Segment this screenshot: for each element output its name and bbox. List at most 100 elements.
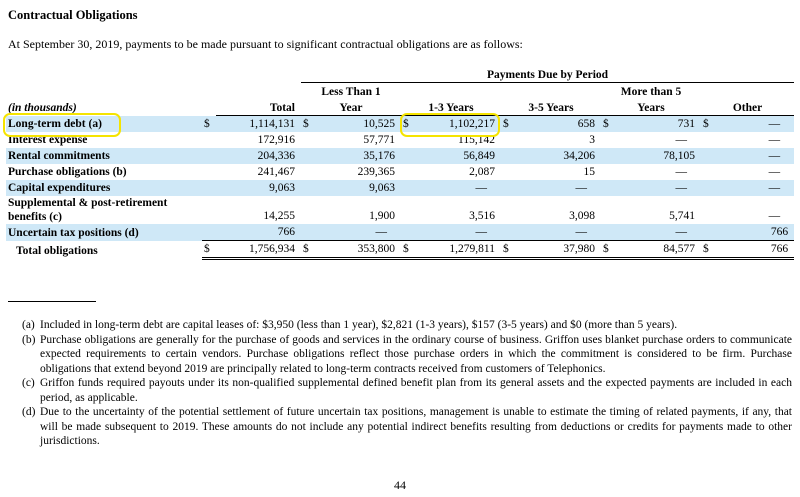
footnote-d: (d) Due to the uncertainty of the potent… — [22, 405, 792, 449]
cell-less-than-1: 10,525 — [315, 115, 401, 132]
cell-3-5-years: 3 — [589, 134, 595, 146]
cell-other: — — [715, 148, 795, 164]
footnote-text: Due to the uncertainty of the potential … — [40, 406, 792, 447]
currency-sign: $ — [202, 240, 216, 260]
cell-other: — — [768, 210, 781, 222]
row-label: Uncertain tax positions (d) — [6, 224, 202, 241]
cell-1-3-years: 56,849 — [415, 148, 501, 164]
cell-less-than-1: 239,365 — [357, 166, 395, 178]
cell-other: — — [768, 134, 781, 146]
table-row: Interest expense 172,916 57,771 115,142 … — [6, 132, 794, 148]
cell-other: 766 — [715, 224, 795, 241]
cell-total: 766 — [216, 224, 301, 241]
currency-sign: $ — [401, 115, 415, 132]
table-row: Rental commitments 204,336 35,176 56,849… — [6, 148, 795, 164]
cell-3-5-years: — — [515, 224, 601, 241]
cell-3-5-years: 15 — [583, 166, 596, 178]
currency-sign: $ — [401, 240, 415, 260]
cell-other: — — [715, 180, 795, 196]
currency-sign: $ — [701, 115, 715, 132]
cell-more-than-5: — — [615, 180, 701, 196]
footnotes: (a) Included in long-term debt are capit… — [22, 318, 792, 449]
cell-other: 766 — [715, 240, 795, 260]
cell-total: 204,336 — [216, 148, 301, 164]
row-label: Total obligations — [16, 244, 98, 257]
cell-less-than-1: — — [315, 224, 401, 241]
column-header-row-1: Less Than 1 More than 5 — [6, 83, 794, 100]
col-more-than-5-line1: More than 5 — [620, 86, 682, 98]
currency-sign: $ — [701, 240, 715, 260]
cell-less-than-1: 35,176 — [315, 148, 401, 164]
table-row: Capital expenditures 9,063 9,063 — — — — — [6, 180, 795, 196]
footnote-marker: (a) — [22, 319, 35, 331]
cell-other: — — [715, 115, 795, 132]
footnote-marker: (b) — [22, 333, 36, 346]
cell-3-5-years: 34,206 — [515, 148, 601, 164]
cell-total: 241,467 — [257, 166, 295, 178]
cell-total: 172,916 — [257, 134, 295, 146]
cell-more-than-5: 78,105 — [615, 148, 701, 164]
footnote-b: (b) Purchase obligations are generally f… — [22, 333, 792, 377]
row-label: Supplemental & post-retirement benefits … — [8, 197, 168, 223]
cell-more-than-5: — — [615, 224, 701, 241]
footnote-text: Purchase obligations are generally for t… — [40, 333, 792, 375]
col-1-3-years: 1-3 Years — [401, 99, 501, 116]
col-other: Other — [701, 99, 795, 116]
cell-total: 9,063 — [216, 180, 301, 196]
cell-less-than-1: 1,900 — [369, 210, 395, 222]
row-label: Long-term debt (a) — [6, 115, 202, 132]
cell-total: 1,114,131 — [216, 115, 301, 132]
footnote-a: (a) Included in long-term debt are capit… — [22, 318, 792, 333]
col-less-than-1-line2: Year — [301, 99, 401, 116]
currency-sign: $ — [301, 240, 315, 260]
col-more-than-5-line2: Years — [601, 99, 701, 116]
cell-1-3-years: — — [415, 224, 501, 241]
cell-more-than-5: 731 — [615, 115, 701, 132]
cell-other: — — [768, 166, 781, 178]
cell-3-5-years: 37,980 — [515, 240, 601, 260]
cell-less-than-1: 9,063 — [315, 180, 401, 196]
currency-sign: $ — [601, 240, 615, 260]
contractual-obligations-table: Payments Due by Period Less Than 1 More … — [6, 66, 795, 260]
cell-less-than-1: 57,771 — [363, 134, 395, 146]
table-row: Purchase obligations (b) 241,467 239,365… — [6, 164, 794, 180]
cell-3-5-years: — — [515, 180, 601, 196]
cell-1-3-years: 3,516 — [469, 210, 495, 222]
units-label: (in thousands) — [8, 101, 77, 114]
cell-more-than-5: — — [675, 166, 688, 178]
cell-1-3-years: 2,087 — [469, 166, 495, 178]
row-label: Rental commitments — [6, 148, 202, 164]
col-less-than-1-line1: Less Than 1 — [321, 86, 381, 98]
cell-total: 14,255 — [263, 210, 295, 222]
footnote-c: (c) Griffon funds required payouts under… — [22, 376, 792, 405]
cell-1-3-years: 1,102,217 — [415, 115, 501, 132]
currency-sign: $ — [601, 115, 615, 132]
cell-1-3-years: 1,279,811 — [415, 240, 501, 260]
currency-sign: $ — [501, 115, 515, 132]
currency-sign: $ — [301, 115, 315, 132]
currency-sign: $ — [501, 240, 515, 260]
footnote-divider — [8, 301, 96, 302]
row-label: Purchase obligations (b) — [8, 166, 127, 178]
cell-3-5-years: 3,098 — [569, 210, 595, 222]
cell-more-than-5: — — [675, 134, 688, 146]
footnote-text: Included in long-term debt are capital l… — [40, 319, 678, 331]
intro-paragraph: At September 30, 2019, payments to be ma… — [8, 37, 523, 51]
cell-total: 1,756,934 — [216, 240, 301, 260]
row-label: Interest expense — [8, 134, 88, 146]
row-label: Capital expenditures — [6, 180, 202, 196]
total-row: Total obligations $ 1,756,934 $ 353,800 … — [6, 240, 795, 260]
table-row: Long-term debt (a) $ 1,114,131 $ 10,525 … — [6, 115, 795, 132]
cell-3-5-years: 658 — [515, 115, 601, 132]
page-number: 44 — [394, 478, 406, 492]
cell-more-than-5: 84,577 — [615, 240, 701, 260]
table-row: Supplemental & post-retirement benefits … — [6, 196, 794, 224]
footnote-text: Griffon funds required payouts under its… — [40, 377, 792, 404]
footnote-marker: (d) — [22, 406, 36, 418]
cell-more-than-5: 5,741 — [669, 210, 695, 222]
group-header-row: Payments Due by Period — [6, 66, 795, 83]
column-header-row-2: (in thousands) Total Year 1-3 Years 3-5 … — [6, 99, 795, 116]
payments-due-header: Payments Due by Period — [301, 66, 795, 83]
table-row: Uncertain tax positions (d) 766 — — — — … — [6, 224, 795, 241]
col-3-5-years: 3-5 Years — [501, 99, 601, 116]
